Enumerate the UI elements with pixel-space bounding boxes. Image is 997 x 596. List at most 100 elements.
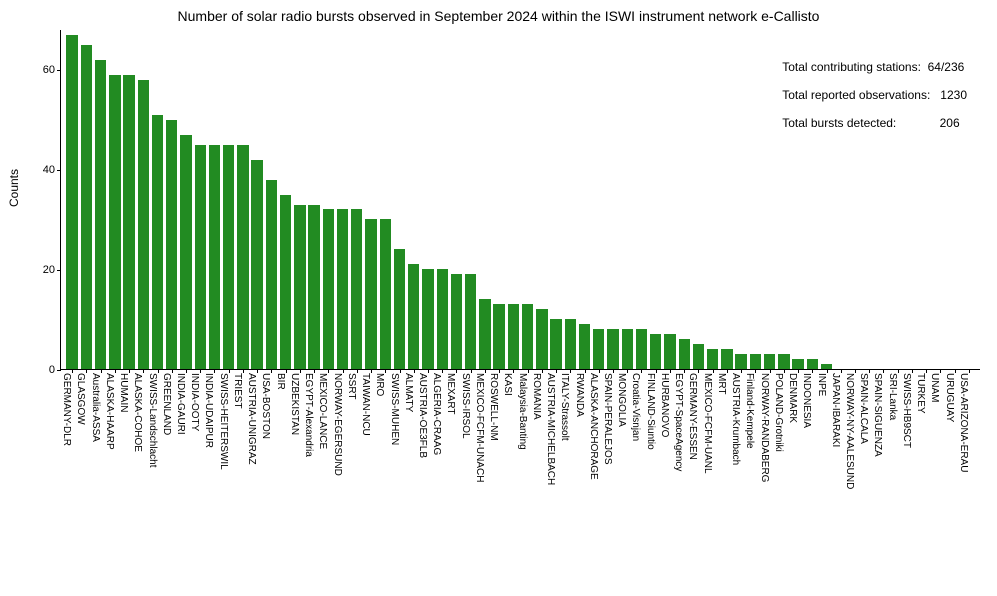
bar	[451, 274, 462, 369]
xtick-mark	[869, 369, 870, 373]
xtick-label: FINLAND-Siuntio	[645, 373, 656, 450]
xtick-label: GLASGOW	[75, 373, 86, 425]
bar-slot: NORWAY-EGERSUND	[335, 30, 349, 369]
xtick-label: TURKEY	[915, 373, 926, 414]
bar	[109, 75, 120, 369]
ytick-mark	[57, 270, 61, 271]
xtick-mark	[328, 369, 329, 373]
stats-box: Total contributing stations: 64/236 Tota…	[782, 60, 967, 144]
xtick-label: POLAND-Grotniki	[773, 373, 784, 452]
bar	[735, 354, 746, 369]
xtick-label: BIR	[275, 373, 286, 390]
xtick-label: UNAM	[929, 373, 940, 402]
bar	[123, 75, 134, 369]
xtick-mark	[257, 369, 258, 373]
bar-slot: SWISS-Landschlacht	[150, 30, 164, 369]
bar	[465, 274, 476, 369]
xtick-label: ALMATY	[403, 373, 414, 412]
bar-slot: ALASKA-HAARP	[108, 30, 122, 369]
xtick-label: GREENLAND	[161, 373, 172, 435]
bar-slot: ALASKA-COHOE	[136, 30, 150, 369]
xtick-mark	[570, 369, 571, 373]
bar	[536, 309, 547, 369]
xtick-label: KASI	[502, 373, 513, 396]
bar-slot: Malaysia-Banting	[521, 30, 535, 369]
xtick-mark	[556, 369, 557, 373]
bar	[636, 329, 647, 369]
bar	[565, 319, 576, 369]
ytick-mark	[57, 370, 61, 371]
bar	[166, 120, 177, 369]
bar-slot: MONGOLIA	[620, 30, 634, 369]
bar	[493, 304, 504, 369]
bar-slot: AUSTRIA-OE3FLB	[421, 30, 435, 369]
xtick-label: NORWAY-NY-AALESUND	[844, 373, 855, 489]
bar	[195, 145, 206, 369]
bar-slot: TRIEST	[236, 30, 250, 369]
bar-slot: TAIWAN-NCU	[364, 30, 378, 369]
xtick-label: NORWAY-EGERSUND	[332, 373, 343, 476]
xtick-label: INPE	[816, 373, 827, 396]
xtick-label: Finland-Kempele	[744, 373, 755, 449]
xtick-label: MEXICO-LANCE	[317, 373, 328, 449]
bar-slot: HUMAIN	[122, 30, 136, 369]
bar-slot: ALMATY	[407, 30, 421, 369]
xtick-label: ALASKA-HAARP	[104, 373, 115, 450]
xtick-label: HUMAIN	[118, 373, 129, 412]
bar	[664, 334, 675, 369]
xtick-mark	[499, 369, 500, 373]
bar-slot: SPAIN-PERALEJOS	[606, 30, 620, 369]
xtick-label: AUSTRIA-Krumbach	[730, 373, 741, 465]
bar-slot: SSRT	[350, 30, 364, 369]
xtick-mark	[940, 369, 941, 373]
xtick-label: ALGERIA-CRAAG	[431, 373, 442, 455]
xtick-mark	[698, 369, 699, 373]
xtick-label: MRT	[716, 373, 727, 394]
xtick-mark	[428, 369, 429, 373]
xtick-mark	[741, 369, 742, 373]
bar	[750, 354, 761, 369]
bar	[721, 349, 732, 369]
bar	[308, 205, 319, 370]
bar-slot: MRO	[378, 30, 392, 369]
xtick-label: TAIWAN-NCU	[360, 373, 371, 436]
xtick-label: SWISS-HEITERSWIL	[218, 373, 229, 470]
xtick-label: MEXART	[445, 373, 456, 415]
xtick-label: SWISS-Landschlacht	[147, 373, 158, 468]
xtick-mark	[485, 369, 486, 373]
bar-slot: ALASKA-ANCHORAGE	[592, 30, 606, 369]
xtick-label: SRI-Lanka	[887, 373, 898, 420]
xtick-label: SSRT	[346, 373, 357, 400]
xtick-label: ROMANIA	[531, 373, 542, 420]
bar-slot: BIR	[279, 30, 293, 369]
bar-slot: UZBEKISTAN	[293, 30, 307, 369]
bar	[294, 205, 305, 370]
ytick-mark	[57, 170, 61, 171]
bar	[408, 264, 419, 369]
bar-slot: FINLAND-Siuntio	[649, 30, 663, 369]
bar-slot: SWISS-IRSOL	[464, 30, 478, 369]
xtick-label: GERMANY-ESSEN	[687, 373, 698, 460]
bar-slot: RWANDA	[577, 30, 591, 369]
bar	[508, 304, 519, 369]
bar-slot: ROSWELL-NM	[492, 30, 506, 369]
xtick-mark	[641, 369, 642, 373]
xtick-mark	[969, 369, 970, 373]
xtick-label: MEXICO-FCFM-UANL	[702, 373, 713, 474]
xtick-mark	[86, 369, 87, 373]
bar	[479, 299, 490, 369]
bar	[792, 359, 803, 369]
xtick-label: UZBEKISTAN	[289, 373, 300, 435]
bar	[280, 195, 291, 369]
xtick-label: AUSTRIA-UNIGRAZ	[246, 373, 257, 465]
bar-slot: USA-BOSTON	[264, 30, 278, 369]
xtick-label: SWISS-HB9SCT	[901, 373, 912, 448]
bar-slot: MRT	[720, 30, 734, 369]
bar	[550, 319, 561, 369]
xtick-label: URUGUAY	[944, 373, 955, 422]
xtick-label: INDIA-UDAIPUR	[203, 373, 214, 448]
bar-slot: EGYPT-SpaceAgency	[677, 30, 691, 369]
xtick-label: MRO	[374, 373, 385, 396]
bar-slot: EGYPT-Alexandria	[307, 30, 321, 369]
xtick-label: DENMARK	[787, 373, 798, 423]
